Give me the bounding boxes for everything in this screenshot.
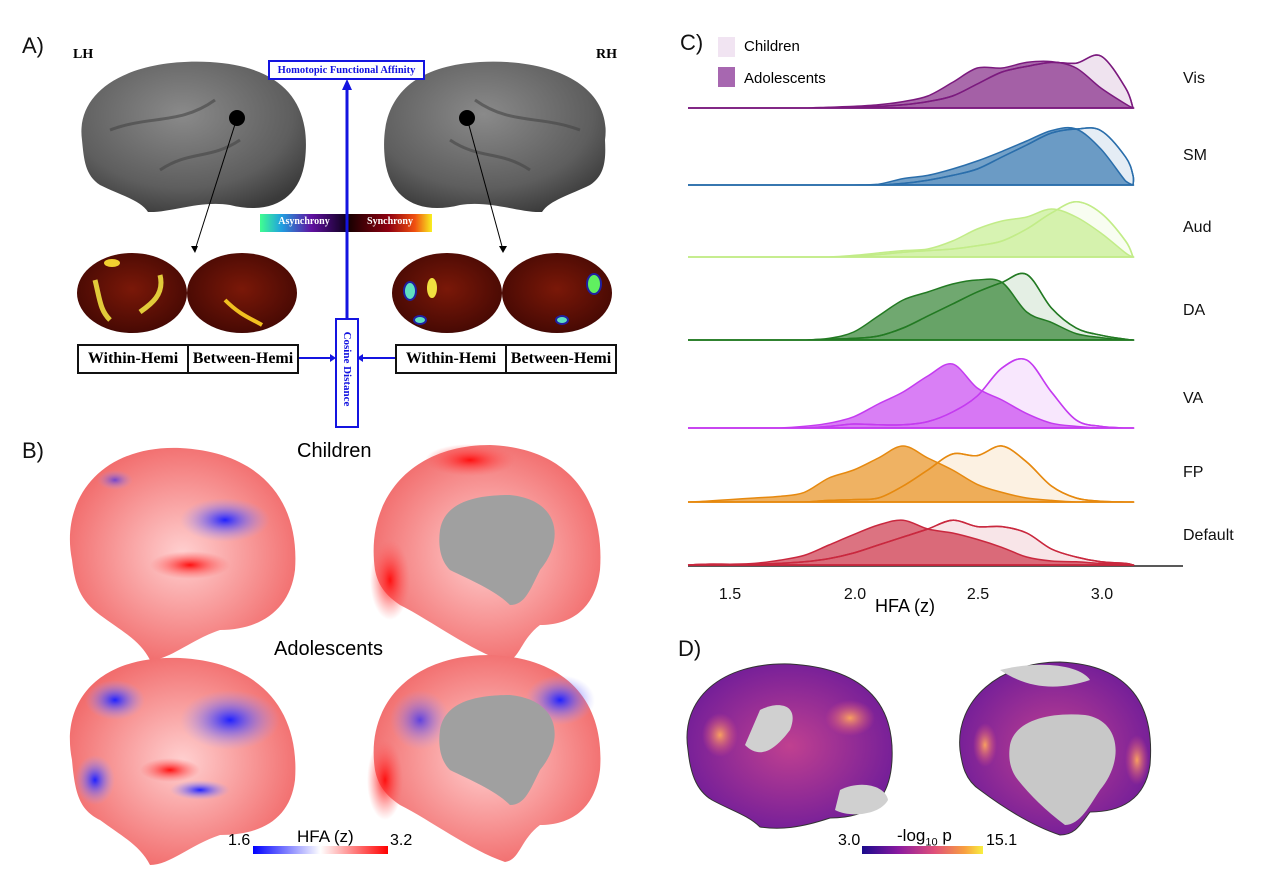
ridge-label-aud: Aud (1183, 219, 1212, 236)
colorbar-title-subscript: 10 (925, 836, 938, 849)
between-hemi-map-left (187, 253, 297, 333)
density-children-outline-aud (687, 201, 1135, 258)
cosine-distance-box: Cosine Distance (335, 318, 359, 428)
density-children-default (687, 519, 1135, 566)
significance-colorbar-min: 3.0 (838, 832, 861, 849)
colorbar-title-main: -log (897, 826, 926, 845)
adolescents-medial-brain (367, 655, 601, 862)
ridge-fp (687, 445, 1135, 503)
panel-a-label: A) (22, 33, 44, 58)
density-children-aud (687, 201, 1135, 258)
synchrony-label: Synchrony (367, 216, 413, 227)
left-hemisphere-label: LH (73, 47, 94, 62)
synchrony-colorbar (346, 214, 432, 232)
density-children-outline-da (688, 272, 1135, 341)
panel-d-label: D) (678, 636, 702, 661)
hfa-colorbar-max: 3.2 (390, 832, 413, 849)
legend-swatch-adolescents (718, 67, 735, 87)
density-adolescents-fp (687, 445, 1135, 503)
density-children-outline-va (688, 357, 1135, 429)
children-medial-brain (370, 444, 601, 662)
legend-label-adolescents: Adolescents (744, 70, 826, 87)
right-between-hemi: Between-Hemi (505, 346, 615, 372)
left-between-hemi: Between-Hemi (187, 346, 297, 372)
hfa-colorbar-min: 1.6 (228, 832, 251, 849)
density-adolescents-da (688, 278, 1135, 341)
legend-swatch-children (718, 37, 735, 57)
children-lateral-brain (69, 447, 296, 660)
right-hemisphere-label: RH (596, 47, 617, 62)
ridge-label-da: DA (1183, 302, 1206, 319)
adolescents-lateral-brain (69, 657, 296, 865)
adolescents-row-title: Adolescents (274, 638, 383, 660)
ridge-va (688, 357, 1135, 429)
density-children-outline-sm (687, 127, 1135, 186)
x-tick-label: 2.0 (843, 586, 867, 603)
x-tick-label: 3.0 (1090, 586, 1114, 603)
panel-a-diagram (77, 61, 612, 362)
ridge-default (687, 519, 1135, 566)
left-hemisphere-brain (81, 61, 306, 213)
ridge-label-fp: FP (1183, 464, 1204, 481)
legend-label-children: Children (744, 38, 800, 55)
ridge-label-sm: SM (1183, 147, 1207, 164)
ridge-sm (687, 126, 1135, 186)
ridge-label-va: VA (1183, 390, 1204, 407)
significance-colorbar-max: 15.1 (986, 832, 1018, 849)
density-adolescents-sm (687, 126, 1135, 186)
density-children-da (688, 272, 1135, 341)
ridge-da (688, 272, 1135, 341)
hfa-colorbar (253, 846, 388, 854)
medial-significance-brain (959, 661, 1152, 836)
asynchrony-label: Asynchrony (278, 216, 330, 227)
panel-c-label: C) (680, 30, 704, 55)
ridge-label-vis: Vis (1183, 70, 1205, 87)
density-adolescents-va (688, 363, 1135, 429)
right-hemi-boxes: Within-Hemi Between-Hemi (395, 344, 617, 374)
hfa-colorbar-title: HFA (z) (297, 827, 354, 846)
within-hemi-map-left (77, 253, 187, 333)
significance-colorbar-title: -log10 p (897, 826, 952, 848)
right-hemisphere-brain (384, 61, 606, 213)
homotopic-functional-affinity-box: Homotopic Functional Affinity (268, 60, 425, 80)
lateral-significance-brain (686, 663, 893, 829)
colorbar-title-end: p (937, 826, 952, 845)
ridge-aud (687, 201, 1135, 258)
panel-b-label: B) (22, 438, 44, 463)
x-axis-title: HFA (z) (874, 596, 936, 616)
density-adolescents-aud (687, 208, 1135, 258)
density-children-fp (688, 445, 1135, 503)
x-tick-label: 1.5 (718, 586, 742, 603)
between-hemi-map-right (502, 253, 612, 333)
left-hemi-boxes: Within-Hemi Between-Hemi (77, 344, 299, 374)
within-hemi-map-right (392, 253, 502, 333)
x-tick-label: 2.5 (966, 586, 990, 603)
density-children-outline-fp (688, 445, 1135, 503)
ridge-label-default: Default (1183, 527, 1234, 544)
right-within-hemi: Within-Hemi (405, 350, 497, 367)
density-children-va (688, 357, 1135, 429)
left-within-hemi: Within-Hemi (87, 350, 179, 367)
children-row-title: Children (297, 440, 372, 462)
asynchrony-colorbar (260, 214, 346, 232)
cosine-distance-label: Cosine Distance (341, 331, 353, 407)
density-children-sm (687, 127, 1135, 186)
density-adolescents-default (687, 519, 1135, 566)
density-children-outline-default (687, 519, 1135, 566)
